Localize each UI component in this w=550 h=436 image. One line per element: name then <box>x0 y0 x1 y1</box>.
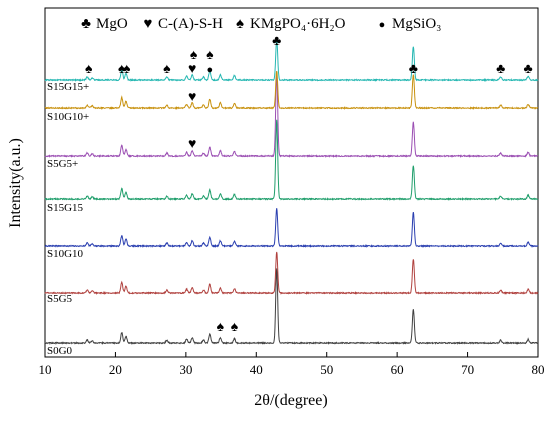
series-label: S5G5+ <box>47 158 78 170</box>
y-axis-label: Intensity(a.u.) <box>7 138 24 228</box>
x-tick-label: 50 <box>320 362 333 377</box>
series-line-s10g10-plus <box>44 70 539 111</box>
legend: ♣ MgO ♥ C-(A)-S-H ♠ KMgPO₄·6H₂O ● MgSiO₃ <box>81 16 441 32</box>
peak-annotation: ♥ <box>188 137 196 152</box>
series-label: S15G15 <box>47 202 84 214</box>
series-line-s0g0 <box>44 268 539 346</box>
legend-symbol: ♣ <box>81 16 91 32</box>
series-label: S5G5 <box>47 293 73 305</box>
peak-annotation: ● <box>206 64 213 76</box>
series-line-s5g5 <box>44 251 539 296</box>
series-line-s15g15-plus <box>44 38 539 83</box>
series-label: S10G10+ <box>47 111 89 123</box>
series-layer <box>44 38 539 346</box>
peak-annotation-layer: ♠ ♠♠ ♠ ♥♠●♠♣♣ ♣ ♣♥♥♠ ♠ <box>85 34 533 335</box>
peak-annotation: ♥ <box>188 62 196 77</box>
peak-annotation: ♣ <box>409 62 418 77</box>
plot-frame <box>44 7 539 358</box>
series-label: S0G0 <box>47 345 73 357</box>
peak-annotation: ♠ <box>123 62 131 77</box>
x-axis-ticks: 10 20 30 40 50 60 70 80 <box>39 352 545 377</box>
legend-label: C-(A)-S-H <box>158 16 223 32</box>
peak-annotation: ♣ <box>496 62 505 77</box>
legend-label: MgSiO₃ <box>392 16 441 32</box>
series-line-s15g15 <box>44 119 539 201</box>
peak-annotation: ♠ <box>190 48 198 63</box>
x-tick-label: 70 <box>461 362 474 377</box>
series-label: S10G10 <box>47 248 84 260</box>
peak-annotation: ♥ <box>188 90 196 105</box>
x-tick-label: 80 <box>532 362 545 377</box>
series-label: S15G15+ <box>47 81 89 93</box>
legend-symbol: ● <box>379 19 386 31</box>
peak-annotation: ♠ <box>163 62 171 77</box>
peak-annotation: ♠ <box>217 320 225 335</box>
x-tick-label: 30 <box>179 362 192 377</box>
peak-annotation: ♠ <box>231 320 239 335</box>
legend-symbol: ♠ <box>236 16 244 32</box>
series-line-s10g10 <box>44 208 539 249</box>
legend-label: KMgPO₄·6H₂O <box>250 16 346 32</box>
legend-label: MgO <box>96 16 128 32</box>
peak-annotation: ♠ <box>206 48 214 63</box>
peak-annotation: ♣ <box>524 62 533 77</box>
series-label-layer: S0G0 S5G5 S10G10 S15G15 S5G5+ S10G10+ S15G15+ <box>47 81 89 357</box>
legend-symbol: ♥ <box>144 16 153 32</box>
x-tick-label: 20 <box>109 362 122 377</box>
peak-annotation: ♣ <box>272 34 281 49</box>
series-line-s5g5-plus <box>44 73 539 158</box>
x-tick-label: 10 <box>39 362 52 377</box>
x-tick-label: 60 <box>391 362 404 377</box>
peak-annotation: ♠ <box>85 62 93 77</box>
x-axis-label: 2θ/(degree) <box>254 392 327 409</box>
peak-annotation: ♠ <box>118 62 126 77</box>
x-tick-label: 40 <box>250 362 263 377</box>
